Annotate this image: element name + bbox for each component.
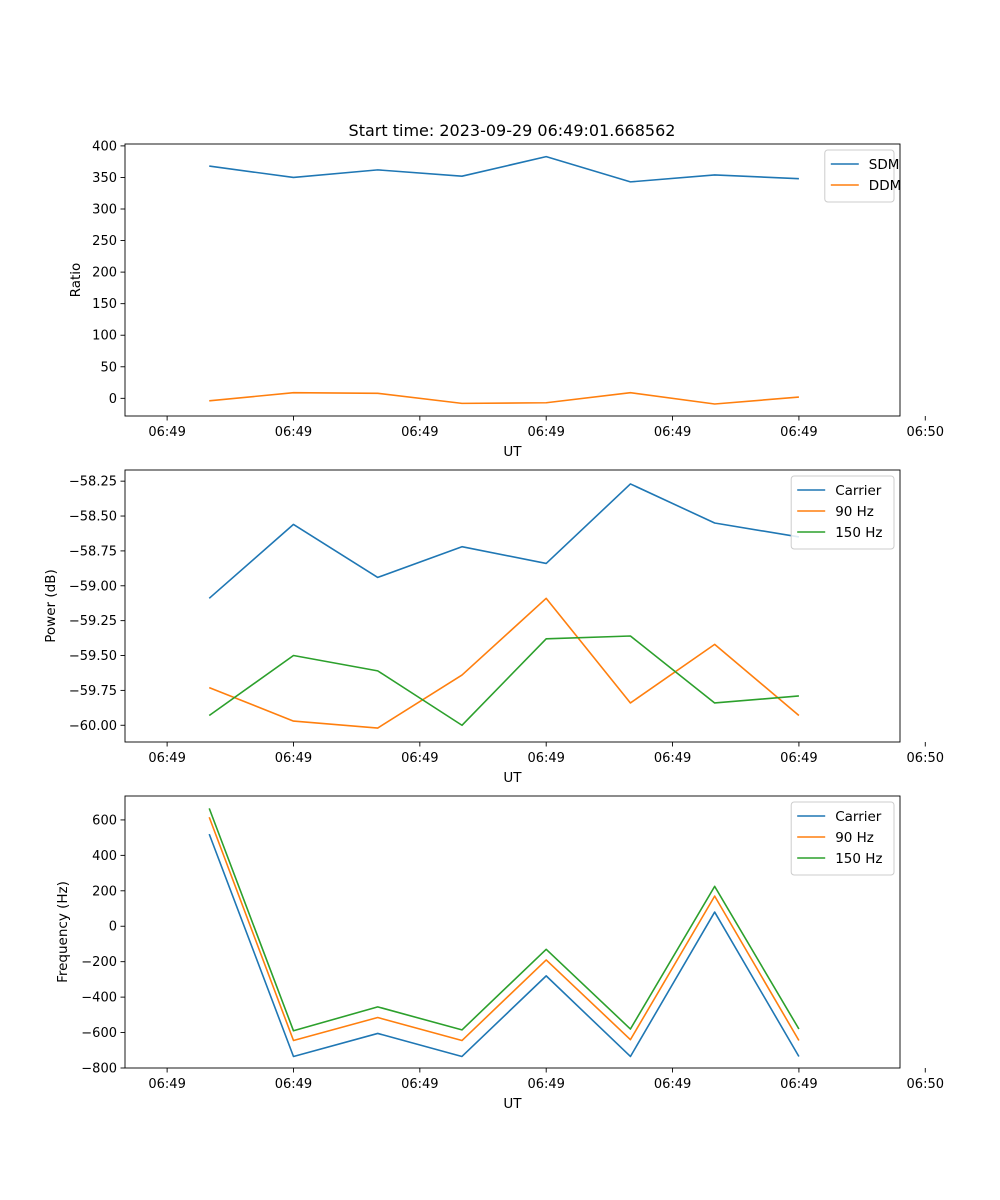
x-tick-label: 06:49 [275, 425, 312, 440]
panel-2: 06:49 06:49 06:49 06:49 06:49 06:49 06:50 −60.0… [43, 469, 944, 786]
legend-label: 90 Hz [835, 504, 874, 520]
y-tick-label: 350 [92, 171, 117, 186]
y-tick-label: −59.50 [69, 649, 117, 664]
x-tick-label: 06:49 [148, 751, 185, 766]
axes-frame [124, 143, 901, 417]
y-tick-label: −59.00 [69, 579, 117, 594]
panel-1: 06:49 06:49 06:49 06:49 06:49 06:49 06:50 0 50 10… [68, 139, 944, 460]
y-tick-label: −59.25 [69, 614, 117, 629]
y-tick-label: −59.75 [69, 684, 117, 699]
x-tick-label: 06:50 [907, 1077, 944, 1092]
legend-label: 150 Hz [835, 525, 882, 541]
x-tick-label: 06:49 [654, 425, 691, 440]
x-tick-label: 06:49 [527, 425, 564, 440]
y-tick-label: −58.25 [69, 475, 117, 490]
axes-frame [124, 469, 901, 743]
y-tick-label: 600 [92, 813, 117, 828]
legend-label: Carrier [835, 483, 882, 499]
y-tick-label: 50 [100, 360, 117, 375]
x-tick-label: 06:49 [654, 1077, 691, 1092]
y-tick-label: −200 [81, 955, 117, 970]
y-tick-label: −60.00 [69, 719, 117, 734]
y-tick-label: 300 [92, 203, 117, 218]
x-axis-label: UT [503, 770, 522, 786]
x-tick-label: 06:49 [780, 425, 817, 440]
series-line-150-hz [208, 808, 800, 1032]
legend: Carrier 90 Hz 150 Hz [790, 475, 895, 550]
y-tick-label: 200 [92, 266, 117, 281]
x-tick-label: 06:49 [401, 1077, 438, 1092]
legend-label: SDM [869, 157, 900, 173]
y-tick-label: 150 [92, 297, 117, 312]
series-line-ddm [209, 391, 799, 405]
x-tick-label: 06:49 [527, 751, 564, 766]
series-line-90-hz [208, 597, 800, 729]
y-tick-label: −600 [81, 1026, 117, 1041]
y-axis-label: Ratio [68, 263, 84, 298]
panel-3: 06:49 06:49 06:49 06:49 06:49 06:49 06:50 −800 −… [55, 795, 944, 1112]
legend-box [790, 475, 895, 550]
x-tick-label: 06:49 [148, 1077, 185, 1092]
legend: Carrier 90 Hz 150 Hz [790, 801, 895, 876]
y-tick-label: 250 [92, 234, 117, 249]
chart-title: Start time: 2023-09-29 06:49:01.668562 [349, 121, 676, 140]
legend: SDM DDM [824, 149, 901, 203]
series-line-carrier [208, 833, 800, 1058]
legend-label: 150 Hz [835, 851, 882, 867]
x-axis-label: UT [503, 1096, 522, 1112]
x-axis-label: UT [503, 444, 522, 460]
x-tick-label: 06:49 [780, 1077, 817, 1092]
legend-box [824, 149, 895, 203]
legend-label: 90 Hz [835, 830, 874, 846]
y-tick-label: 0 [109, 920, 117, 935]
series-line-sdm [209, 155, 799, 183]
y-tick-label: 400 [92, 849, 117, 864]
x-tick-label: 06:50 [907, 425, 944, 440]
y-tick-label: 0 [109, 392, 117, 407]
y-tick-label: −58.75 [69, 544, 117, 559]
panels: 06:49 06:49 06:49 06:49 06:49 06:49 06:50 0 50 10… [43, 139, 944, 1112]
y-tick-label: 200 [92, 884, 117, 899]
series-line-150-hz [208, 635, 799, 727]
x-tick-label: 06:49 [654, 751, 691, 766]
x-tick-label: 06:49 [401, 425, 438, 440]
y-tick-label: 100 [92, 329, 117, 344]
legend-box [790, 801, 895, 876]
y-tick-label: −800 [81, 1062, 117, 1077]
series-line-90-hz [208, 816, 800, 1042]
x-tick-label: 06:50 [907, 751, 944, 766]
x-tick-label: 06:49 [527, 1077, 564, 1092]
series-line-carrier [208, 483, 800, 599]
legend-label: DDM [869, 178, 901, 194]
legend-label: Carrier [835, 809, 882, 825]
x-tick-label: 06:49 [275, 1077, 312, 1092]
y-tick-label: −58.50 [69, 510, 117, 525]
y-tick-label: −400 [81, 991, 117, 1006]
x-tick-label: 06:49 [275, 751, 312, 766]
x-tick-label: 06:49 [148, 425, 185, 440]
x-tick-label: 06:49 [780, 751, 817, 766]
x-tick-label: 06:49 [401, 751, 438, 766]
axes-frame [124, 795, 901, 1069]
y-axis-label: Power (dB) [43, 569, 59, 642]
y-axis-label: Frequency (Hz) [55, 881, 71, 983]
y-tick-label: 400 [92, 139, 117, 154]
